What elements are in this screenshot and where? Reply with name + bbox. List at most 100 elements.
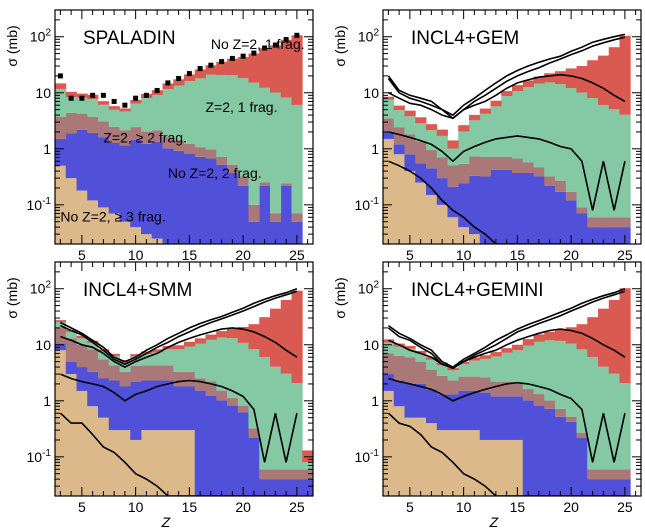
bar: [280, 39, 292, 98]
data-point: [262, 45, 268, 51]
bar: [248, 82, 260, 205]
bar: [619, 383, 631, 470]
bar: [119, 221, 131, 244]
panel-4: 5 10 15 20 25 10-1 1 10 102 σ (mb) Z INCL4+GEMINI: [332, 261, 642, 529]
bar: [173, 386, 185, 431]
bar: [259, 182, 271, 186]
bar: [205, 381, 217, 396]
bar: [383, 96, 395, 100]
bar: [458, 131, 470, 164]
bar: [184, 341, 196, 347]
series-2: [55, 343, 313, 496]
bar: [501, 348, 513, 353]
bar: [151, 141, 163, 239]
panel-title: INCL4+SMM: [83, 280, 192, 301]
bar: [383, 390, 395, 496]
bar: [280, 299, 292, 374]
bar: [565, 421, 577, 496]
bar: [205, 149, 217, 159]
bar: [248, 204, 260, 222]
bar: [55, 350, 67, 496]
bar: [76, 129, 88, 191]
bar: [383, 374, 395, 391]
curve-2: [387, 290, 626, 370]
bar: [173, 85, 185, 141]
bar: [184, 371, 196, 387]
bar: [184, 153, 196, 244]
bar: [130, 99, 142, 104]
bar: [501, 381, 513, 397]
curve-5: [388, 160, 625, 244]
bar: [544, 73, 556, 83]
bar: [576, 324, 588, 350]
bar: [426, 423, 438, 496]
bar: [608, 217, 620, 228]
bar: [130, 103, 142, 128]
bar: [415, 163, 427, 183]
bar: [98, 207, 110, 244]
data-point: [186, 71, 192, 77]
x-axis: 5 10 15 20 25: [59, 262, 309, 515]
bar: [259, 48, 271, 88]
bar: [55, 321, 67, 328]
bar: [555, 84, 567, 181]
bar: [555, 416, 567, 496]
y-tick-label: 10: [363, 85, 379, 101]
bar: [512, 396, 524, 440]
bar: [565, 416, 577, 422]
bar: [270, 469, 282, 480]
bar: [393, 380, 405, 407]
bar: [533, 334, 545, 342]
x-tick-label: 25: [617, 247, 633, 263]
bar: [587, 60, 599, 99]
bar: [162, 89, 174, 138]
data-point: [57, 73, 63, 79]
bar: [205, 65, 217, 75]
bar: [76, 338, 88, 345]
bar: [173, 79, 185, 86]
bar: [98, 378, 110, 418]
bar: [555, 191, 567, 244]
x-tick-label: 10: [128, 247, 144, 263]
bar: [393, 406, 405, 496]
bar: [544, 408, 556, 496]
bar: [76, 190, 88, 244]
bar: [108, 356, 120, 366]
bar: [512, 350, 524, 384]
series-3: [55, 112, 303, 222]
plot-frame: [54, 9, 314, 245]
bar: [469, 360, 481, 377]
bar: [383, 118, 395, 132]
bar: [194, 390, 206, 496]
series-1: [383, 390, 524, 496]
bar: [479, 156, 491, 177]
bar: [404, 154, 416, 172]
data-point: [251, 50, 257, 56]
bar: [447, 148, 459, 166]
bar: [98, 104, 110, 122]
bar: [458, 125, 470, 132]
bar: [415, 182, 427, 244]
bar: [162, 349, 174, 366]
bar: [565, 87, 577, 192]
x-axis-title: Z: [161, 514, 171, 529]
data-point: [208, 62, 214, 68]
bar: [533, 76, 545, 84]
bar: [291, 35, 303, 105]
bar: [404, 346, 416, 349]
bar: [270, 308, 282, 367]
bar: [216, 400, 228, 496]
y-tick-label: 10-1: [355, 448, 380, 465]
bar: [280, 183, 292, 186]
y-tick-label: 10-1: [27, 196, 52, 213]
x-axis-title: Z: [489, 514, 499, 529]
bar: [479, 392, 491, 440]
bar: [522, 400, 534, 496]
bar: [216, 390, 228, 401]
bar: [565, 68, 577, 88]
bar: [173, 349, 185, 372]
bar: [393, 105, 405, 111]
bar: [555, 329, 567, 341]
bar: [216, 61, 228, 76]
bar: [98, 101, 110, 105]
